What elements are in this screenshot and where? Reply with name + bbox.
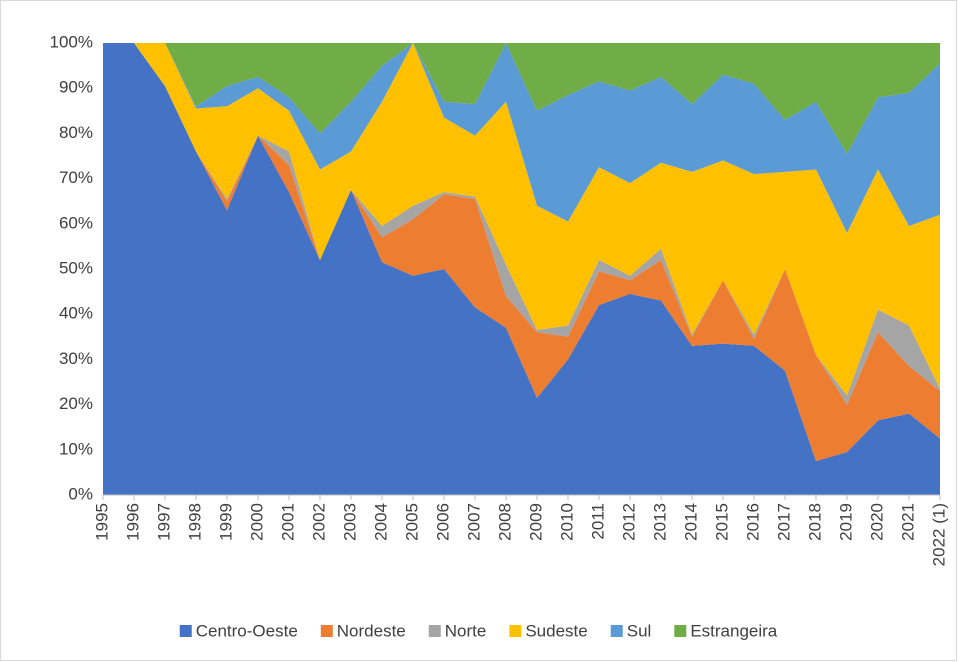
x-tick-label: 2008	[495, 503, 514, 541]
x-tick-label: 2019	[836, 503, 855, 541]
x-tick-label: 2013	[650, 503, 669, 541]
y-tick-label: 70%	[59, 168, 93, 187]
x-tick-label: 2016	[743, 503, 762, 541]
x-tick-label: 2021	[898, 503, 917, 541]
y-tick-label: 80%	[59, 123, 93, 142]
legend-swatch	[509, 625, 522, 637]
area	[103, 43, 940, 396]
y-tick-label: 20%	[59, 394, 93, 413]
x-tick-label: 2004	[371, 503, 390, 541]
legend-label: Norte	[445, 621, 487, 640]
x-tick-label: 2002	[309, 503, 328, 541]
x-tick-label: 2006	[433, 503, 452, 541]
legend-label: Sul	[627, 621, 652, 640]
legend-swatch	[428, 625, 441, 637]
y-tick-label: 10%	[59, 439, 93, 458]
area	[103, 43, 940, 462]
y-tick-label: 30%	[59, 349, 93, 368]
y-tick-label: 90%	[59, 78, 93, 97]
x-tick-label: 1998	[185, 503, 204, 541]
x-tick-label: 2020	[867, 503, 886, 541]
legend-swatch	[320, 625, 333, 637]
x-tick-label: 2007	[464, 503, 483, 541]
x-tick-label: 2009	[526, 503, 545, 541]
area	[103, 43, 940, 495]
x-tick-label: 1996	[123, 503, 142, 541]
x-tick-label: 1999	[216, 503, 235, 541]
legend-swatch	[610, 625, 623, 637]
y-tick-label: 60%	[59, 213, 93, 232]
area	[103, 43, 940, 233]
x-tick-label: 2010	[557, 503, 576, 541]
x-tick-label: 2000	[247, 503, 266, 541]
x-tick-label: 2018	[805, 503, 824, 541]
y-tick-label: 40%	[59, 304, 93, 323]
legend-label: Sudeste	[525, 621, 587, 640]
x-tick-label: 2012	[619, 503, 638, 541]
x-tick-label: 2003	[340, 503, 359, 541]
y-tick-label: 50%	[59, 258, 93, 277]
legend-swatch	[674, 625, 687, 637]
legend-label: Nordeste	[337, 621, 406, 640]
x-tick-label: 2011	[588, 503, 607, 540]
x-tick-label: 2022 (1)	[929, 503, 948, 566]
y-tick-label: 100%	[50, 32, 93, 51]
x-tick-label: 1997	[154, 503, 173, 541]
legend-label: Estrangeira	[690, 621, 777, 640]
legend-swatch	[179, 625, 192, 637]
x-tick-label: 2015	[712, 503, 731, 541]
y-tick-label: 0%	[68, 484, 93, 503]
area	[103, 43, 940, 154]
x-tick-label: 2017	[774, 503, 793, 541]
x-tick-label: 2001	[278, 503, 297, 541]
x-tick-label: 2014	[681, 503, 700, 541]
x-tick-label: 2005	[402, 503, 421, 541]
x-tick-label: 1995	[92, 503, 111, 541]
legend-label: Centro-Oeste	[196, 621, 298, 640]
